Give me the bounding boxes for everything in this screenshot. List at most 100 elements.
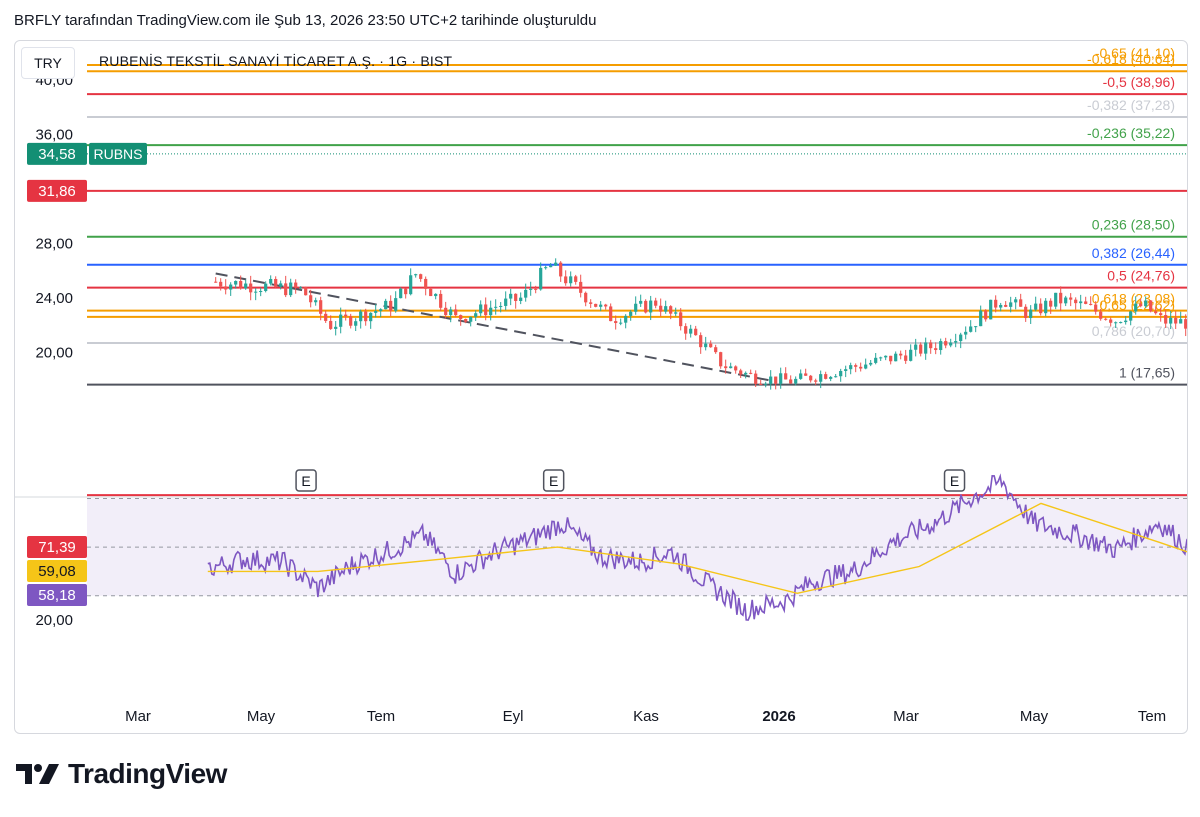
candle xyxy=(1034,296,1038,312)
price-axis-tag-label-1: 31,86 xyxy=(38,183,76,200)
rsi-line xyxy=(207,473,1187,621)
candle xyxy=(559,261,563,282)
candle xyxy=(549,262,553,268)
candle xyxy=(834,373,838,378)
chart-frame[interactable]: -1 (46,08)-0,786 (43,02)-0,65 (41,10)-0,… xyxy=(14,40,1188,734)
x-tick-label-0: Mar xyxy=(125,708,151,725)
x-tick-label-1: May xyxy=(247,708,276,725)
candle xyxy=(269,275,273,286)
x-tick-label-4: Kas xyxy=(633,708,659,725)
candle xyxy=(864,358,868,370)
candle xyxy=(614,315,618,330)
candle xyxy=(1044,298,1048,317)
candle xyxy=(789,375,793,384)
candle xyxy=(929,339,933,354)
candle xyxy=(289,278,293,298)
candle xyxy=(879,356,883,361)
earnings-marker-label-1: E xyxy=(549,473,558,489)
candle xyxy=(479,300,483,317)
candle xyxy=(679,308,683,331)
candle xyxy=(1069,293,1073,307)
candle xyxy=(1019,293,1023,307)
price-axis-tag-0 xyxy=(27,142,87,165)
candle xyxy=(1159,307,1163,322)
chart-canvas[interactable]: -1 (46,08)-0,786 (43,02)-0,65 (41,10)-0,… xyxy=(15,41,1187,733)
candle xyxy=(539,262,543,291)
candle xyxy=(434,293,438,300)
candle xyxy=(759,379,763,386)
candle xyxy=(919,342,923,357)
candle xyxy=(564,270,568,286)
candle xyxy=(299,286,303,290)
candle xyxy=(589,299,593,308)
fib-level-label-6: -0,236 (35,22) xyxy=(1087,125,1175,141)
candle xyxy=(869,360,873,367)
candle xyxy=(474,310,478,322)
fib-level-label-13: 1 (17,65) xyxy=(1119,365,1175,381)
fib-level-label-3: -0,618 (40,64) xyxy=(1087,51,1175,67)
candle xyxy=(709,340,713,348)
currency-button[interactable]: TRY xyxy=(21,47,75,79)
candle xyxy=(839,368,843,382)
candle xyxy=(389,295,393,317)
candle xyxy=(374,304,378,318)
fib-level-label-2: -0,65 (41,10) xyxy=(1095,45,1175,61)
candle xyxy=(239,275,243,290)
candle xyxy=(664,300,668,314)
fib-level-label-4: -0,5 (38,96) xyxy=(1103,74,1175,90)
candle xyxy=(594,303,598,308)
candle xyxy=(494,299,498,315)
candle xyxy=(754,370,758,388)
candle xyxy=(889,355,893,365)
candle xyxy=(1119,321,1123,324)
candle xyxy=(649,295,653,321)
candle xyxy=(704,336,708,351)
earnings-marker-label-2: E xyxy=(950,473,959,489)
candle xyxy=(569,271,573,287)
candle xyxy=(354,318,358,331)
candle xyxy=(639,294,643,307)
candle xyxy=(874,353,878,365)
candle xyxy=(884,355,888,361)
candle xyxy=(499,302,503,313)
tradingview-logo[interactable]: TradingView xyxy=(16,758,227,790)
candle xyxy=(624,314,628,329)
candle xyxy=(419,273,423,282)
candle xyxy=(749,369,753,375)
candle xyxy=(729,362,733,369)
candle xyxy=(1114,321,1118,329)
candle xyxy=(324,310,328,323)
candle xyxy=(714,344,718,354)
rsi-value-tag-2 xyxy=(27,584,87,606)
candle xyxy=(684,323,688,340)
candle xyxy=(1024,304,1028,322)
candle xyxy=(1124,316,1128,325)
candle xyxy=(849,362,853,375)
candle xyxy=(774,376,778,390)
earnings-marker-0 xyxy=(295,469,317,492)
candle xyxy=(604,303,608,310)
candle xyxy=(1164,310,1168,328)
symbol-tag xyxy=(89,142,147,165)
fib-level-label-8: 0,382 (26,44) xyxy=(1092,245,1175,261)
candle xyxy=(249,275,253,301)
x-tick-label-5: 2026 xyxy=(762,708,795,725)
candle xyxy=(1104,317,1108,321)
candle xyxy=(824,371,828,380)
candle xyxy=(809,374,813,383)
y-tick-label-0: 20,00 xyxy=(35,345,73,362)
candle xyxy=(214,277,218,283)
candle xyxy=(1009,296,1013,313)
candle xyxy=(934,342,938,355)
candle xyxy=(254,288,258,301)
candle xyxy=(1174,311,1178,330)
candle xyxy=(954,333,958,348)
candle xyxy=(619,318,623,326)
candle xyxy=(944,337,948,349)
fib-level-label-7: 0,236 (28,50) xyxy=(1092,217,1175,233)
candle xyxy=(844,365,848,378)
rsi-value-tag-label-2: 58,18 xyxy=(38,587,76,604)
earnings-marker-1 xyxy=(542,469,565,492)
candle xyxy=(969,320,973,333)
candle xyxy=(369,312,373,329)
